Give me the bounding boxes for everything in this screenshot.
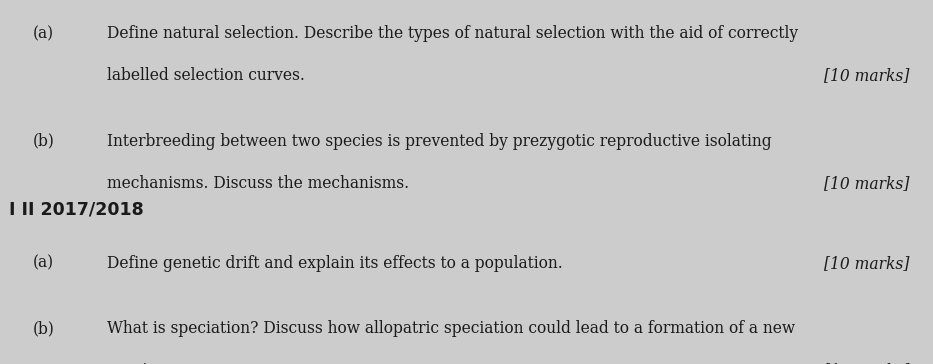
- Text: What is speciation? Discuss how allopatric speciation could lead to a formation : What is speciation? Discuss how allopatr…: [107, 320, 796, 337]
- Text: mechanisms. Discuss the mechanisms.: mechanisms. Discuss the mechanisms.: [107, 175, 410, 192]
- Text: labelled selection curves.: labelled selection curves.: [107, 67, 305, 84]
- Text: Interbreeding between two species is prevented by prezygotic reproductive isolat: Interbreeding between two species is pre…: [107, 133, 772, 150]
- Text: (b): (b): [33, 133, 54, 150]
- Text: I II 2017/2018: I II 2017/2018: [9, 200, 144, 218]
- Text: [10 marks]: [10 marks]: [824, 255, 910, 272]
- Text: [10 marks]: [10 marks]: [824, 175, 910, 192]
- Text: Define natural selection. Describe the types of natural selection with the aid o: Define natural selection. Describe the t…: [107, 25, 799, 43]
- Text: [10 marks]: [10 marks]: [824, 67, 910, 84]
- Text: [10 marks]: [10 marks]: [824, 362, 910, 364]
- Text: species.: species.: [107, 362, 170, 364]
- Text: (b): (b): [33, 320, 54, 337]
- Text: (a): (a): [33, 25, 54, 43]
- Text: (a): (a): [33, 255, 54, 272]
- Text: Define genetic drift and explain its effects to a population.: Define genetic drift and explain its eff…: [107, 255, 563, 272]
